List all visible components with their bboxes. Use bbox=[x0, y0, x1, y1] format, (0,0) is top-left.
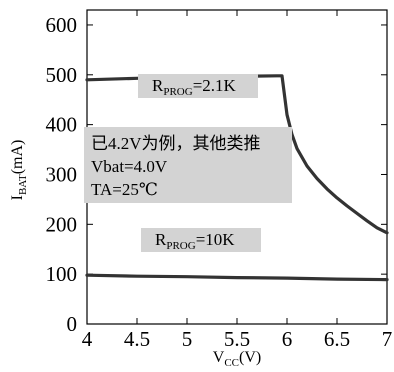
x-tick-label: 7 bbox=[382, 327, 393, 351]
y-tick-label: 0 bbox=[67, 312, 78, 336]
x-tick-label: 6.5 bbox=[324, 327, 350, 351]
x-axis-label-tail: (V) bbox=[239, 349, 261, 366]
x-axis-label-sub: CC bbox=[224, 357, 239, 369]
x-tick-label: 5.5 bbox=[224, 327, 250, 351]
y-axis-label-tail: (mA) bbox=[9, 140, 26, 175]
x-tick-label: 5 bbox=[182, 327, 193, 351]
series-label-tail: =2.1K bbox=[193, 76, 237, 95]
series-label-main: R bbox=[155, 230, 167, 249]
y-tick-label: 200 bbox=[46, 212, 78, 236]
y-axis-label: IBAT(mA) bbox=[9, 140, 29, 201]
series-label-main: R bbox=[152, 76, 164, 95]
annotation-line-1: 已4.2V为例，其他类推 bbox=[91, 134, 261, 153]
series-label-sub: PROG bbox=[166, 240, 195, 252]
annotation-line-2: Vbat=4.0V bbox=[91, 157, 168, 176]
y-axis-label-sub: BAT bbox=[17, 174, 29, 195]
y-tick-label: 100 bbox=[46, 262, 78, 286]
x-axis-label-main: V bbox=[213, 349, 225, 366]
x-tick-label: 4 bbox=[82, 327, 93, 351]
x-tick-label: 4.5 bbox=[124, 327, 150, 351]
y-tick-label: 500 bbox=[46, 63, 78, 87]
y-tick-label: 300 bbox=[46, 162, 78, 186]
label-layer: 4 4.5 5 5.5 6 6.5 70100200300400500600RPROG=2.… bbox=[9, 13, 392, 369]
series-label-tail: =10K bbox=[196, 230, 236, 249]
x-axis-label: VCC(V) bbox=[213, 349, 261, 369]
y-tick-label: 400 bbox=[46, 113, 78, 137]
series-label-sub: PROG bbox=[163, 86, 192, 98]
x-tick-label: 6 bbox=[282, 327, 293, 351]
annotation-line-3: TA=25℃ bbox=[91, 180, 158, 199]
series-line-2 bbox=[87, 275, 387, 279]
y-tick-label: 600 bbox=[46, 13, 78, 37]
